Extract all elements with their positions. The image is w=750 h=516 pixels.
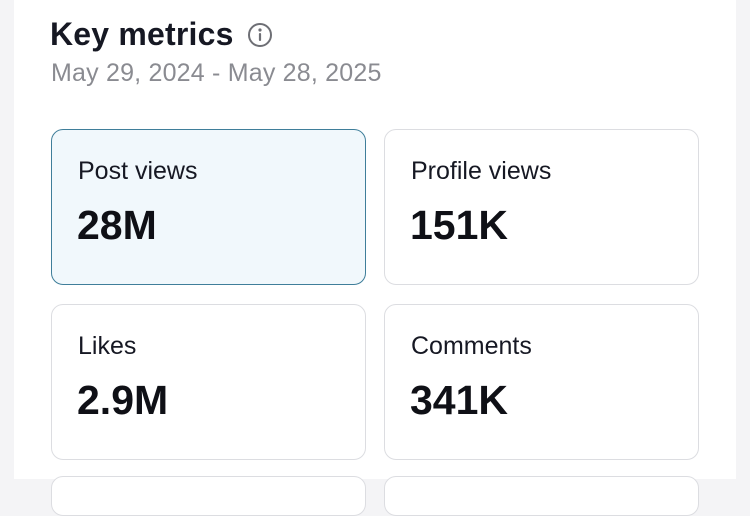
date-range: May 29, 2024 - May 28, 2025 xyxy=(51,59,382,87)
metric-label: Likes xyxy=(78,332,137,360)
info-circle-icon[interactable] xyxy=(247,22,273,48)
metric-label: Post views xyxy=(78,157,198,185)
metric-label: Comments xyxy=(411,332,532,360)
metric-card-post-views[interactable]: Post views 28M xyxy=(51,129,366,285)
metric-card-partial[interactable] xyxy=(51,476,366,516)
metric-value: 341K xyxy=(410,377,509,423)
metric-value: 28M xyxy=(77,202,157,248)
metric-label: Profile views xyxy=(411,157,552,185)
metric-card-partial[interactable] xyxy=(384,476,699,516)
metric-value: 151K xyxy=(410,202,509,248)
page-title: Key metrics xyxy=(50,15,234,52)
key-metrics-header: Key metrics xyxy=(50,12,273,56)
metric-card-likes[interactable]: Likes 2.9M xyxy=(51,304,366,460)
metric-value: 2.9M xyxy=(77,377,169,423)
metric-card-comments[interactable]: Comments 341K xyxy=(384,304,699,460)
metric-card-profile-views[interactable]: Profile views 151K xyxy=(384,129,699,285)
